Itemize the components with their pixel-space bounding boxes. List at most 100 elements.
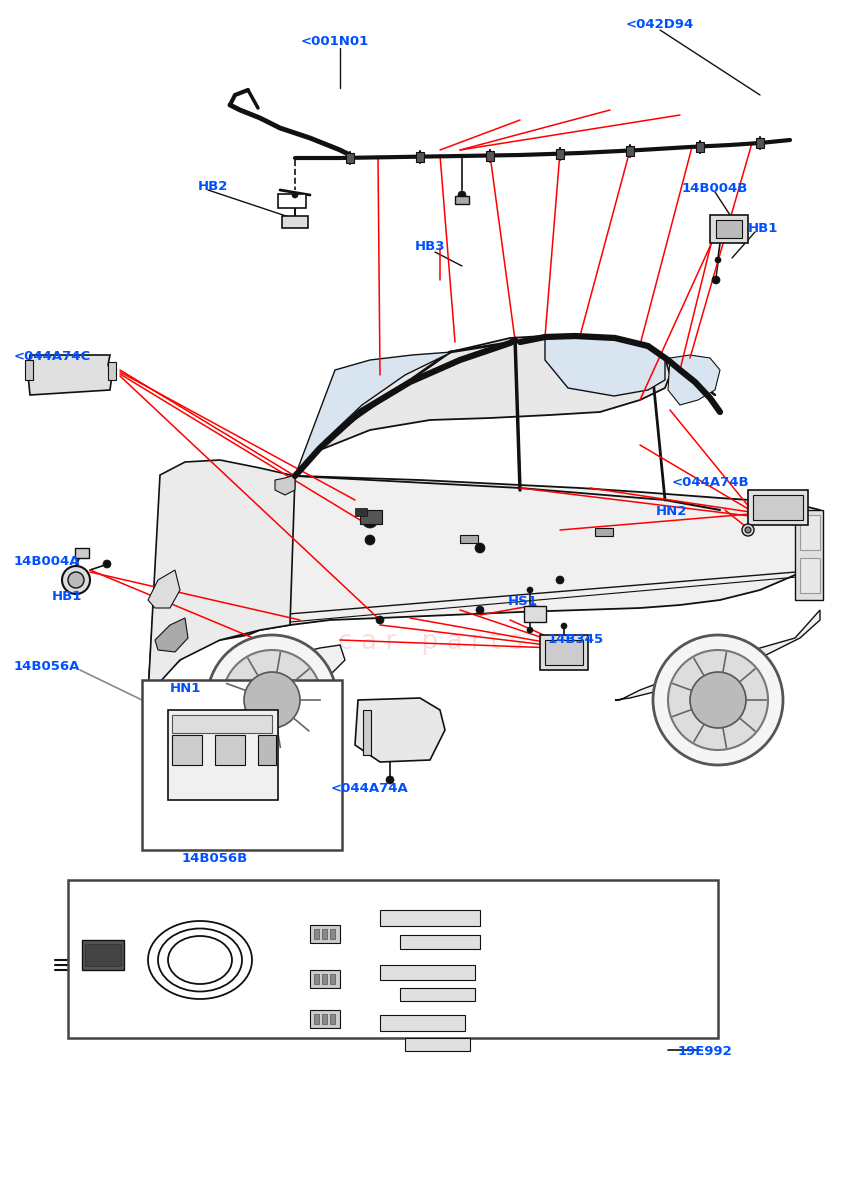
Circle shape	[432, 368, 437, 373]
Bar	[556, 149, 564, 158]
Circle shape	[715, 257, 721, 263]
Bar	[330, 974, 335, 984]
Polygon shape	[668, 355, 720, 404]
Bar	[168, 710, 278, 800]
Bar	[85, 944, 121, 966]
Text: 14B004B: 14B004B	[682, 182, 748, 194]
Bar	[322, 929, 327, 938]
Circle shape	[475, 542, 485, 553]
Text: HB2: HB2	[198, 180, 228, 193]
Text: c a r   p a r t s: c a r p a r t s	[338, 629, 523, 655]
Polygon shape	[148, 570, 180, 608]
Bar	[314, 929, 319, 938]
Circle shape	[382, 395, 387, 400]
Bar	[322, 1014, 327, 1024]
Circle shape	[103, 560, 111, 568]
Bar	[278, 194, 306, 208]
Bar	[405, 1038, 470, 1051]
Circle shape	[305, 460, 310, 464]
Bar	[753, 494, 803, 520]
Bar	[108, 362, 116, 380]
Bar	[416, 152, 424, 162]
Text: HN1: HN1	[170, 682, 201, 695]
Text: <044A74C: <044A74C	[14, 350, 91, 362]
Text: 14B345: 14B345	[548, 634, 604, 646]
Bar	[142, 680, 342, 850]
Bar	[310, 1010, 340, 1028]
Bar	[322, 974, 327, 984]
Polygon shape	[295, 335, 670, 476]
Bar	[800, 515, 820, 550]
Circle shape	[62, 566, 90, 594]
Circle shape	[527, 587, 533, 593]
Bar	[360, 510, 382, 524]
Polygon shape	[148, 474, 820, 695]
Bar	[314, 974, 319, 984]
Polygon shape	[28, 355, 112, 395]
Bar	[400, 935, 480, 949]
Bar	[795, 510, 823, 600]
Bar	[486, 151, 494, 161]
Circle shape	[458, 191, 466, 199]
Circle shape	[362, 512, 378, 528]
Circle shape	[690, 672, 746, 728]
Text: HS1: HS1	[508, 595, 538, 608]
Bar	[800, 558, 820, 593]
Circle shape	[510, 338, 515, 344]
Bar	[716, 220, 742, 238]
Circle shape	[224, 816, 232, 824]
Bar	[460, 535, 478, 542]
Polygon shape	[198, 646, 345, 702]
Bar	[696, 142, 704, 152]
Circle shape	[668, 650, 768, 750]
Bar	[748, 490, 808, 526]
Circle shape	[376, 616, 384, 624]
Bar	[346, 152, 354, 163]
Circle shape	[338, 427, 343, 432]
Text: 19E992: 19E992	[678, 1045, 733, 1058]
Text: scuderia: scuderia	[224, 522, 637, 606]
Text: <001N01: <001N01	[300, 35, 369, 48]
Bar	[595, 528, 613, 536]
Bar	[363, 710, 371, 755]
Bar	[710, 215, 748, 242]
Bar	[330, 929, 335, 938]
Circle shape	[742, 524, 754, 536]
Bar	[540, 635, 588, 670]
Bar	[75, 548, 89, 558]
Bar	[68, 880, 718, 1038]
Circle shape	[207, 635, 337, 766]
Bar	[330, 1014, 335, 1024]
Bar	[282, 216, 308, 228]
Text: <044A74A: <044A74A	[331, 782, 409, 794]
Circle shape	[365, 535, 375, 545]
Text: <042D94: <042D94	[626, 18, 694, 31]
Polygon shape	[155, 618, 188, 652]
Text: HB1: HB1	[748, 222, 778, 235]
Bar	[400, 988, 475, 1001]
Bar	[524, 606, 546, 622]
Polygon shape	[545, 335, 665, 396]
Bar	[380, 910, 480, 926]
Bar	[258, 734, 276, 766]
Circle shape	[222, 650, 322, 750]
Bar	[310, 970, 340, 988]
Circle shape	[745, 527, 751, 533]
Circle shape	[68, 572, 84, 588]
Polygon shape	[615, 610, 820, 700]
Bar	[380, 965, 475, 980]
Circle shape	[482, 349, 487, 354]
Text: HB1: HB1	[52, 590, 83, 602]
Bar	[310, 925, 340, 943]
Circle shape	[712, 276, 720, 284]
Bar	[172, 715, 272, 733]
Text: <044A74B: <044A74B	[672, 476, 750, 490]
Circle shape	[168, 691, 176, 698]
Text: 14B056B: 14B056B	[182, 852, 248, 865]
Text: HN2: HN2	[656, 505, 687, 518]
Bar	[25, 360, 33, 380]
Bar	[455, 196, 469, 204]
Circle shape	[292, 192, 298, 198]
Circle shape	[653, 635, 783, 766]
Text: 14B056A: 14B056A	[14, 660, 80, 673]
